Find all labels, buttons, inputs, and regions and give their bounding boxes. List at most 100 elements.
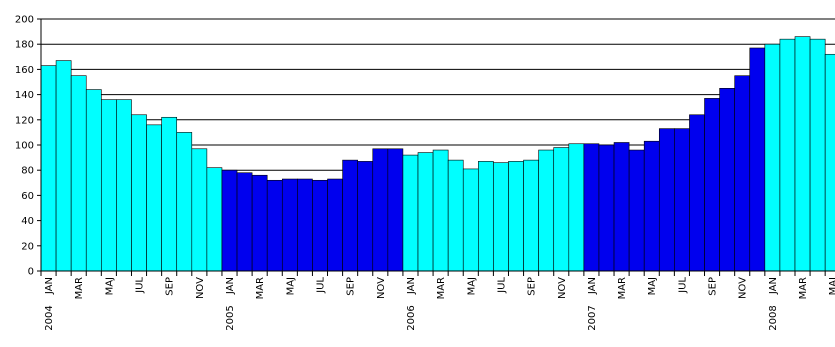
bar [583, 143, 600, 272]
bar [719, 88, 735, 272]
bar [387, 148, 404, 272]
x-tick-label: MAR [436, 277, 447, 299]
bar [251, 174, 268, 272]
y-tick-label: 160 [15, 65, 34, 76]
bar [508, 161, 524, 272]
x-tick-label: SEP [708, 277, 719, 296]
bar [749, 47, 766, 272]
y-tick-label: 0 [28, 267, 34, 278]
bar [734, 75, 751, 272]
x-tick-label: MAR [617, 277, 628, 299]
bar [432, 149, 449, 272]
bar [568, 143, 585, 272]
bar [116, 99, 132, 272]
bar [824, 53, 835, 272]
x-tick-label: JAN [768, 277, 779, 295]
x-tick-label: JUL [315, 277, 326, 294]
x-tick-label: MAR [74, 277, 85, 299]
bar [40, 65, 57, 272]
year-label: 2008 [768, 305, 779, 330]
bar [523, 159, 539, 272]
bar [342, 159, 358, 272]
y-axis-ticks: 0 20 40 60 80 100 120 140 160 180 200 [15, 15, 41, 278]
x-tick-label: JUL [677, 277, 688, 294]
year-label: 2006 [406, 305, 417, 330]
bar [70, 75, 87, 272]
y-tick-label: 20 [21, 241, 34, 252]
x-tick-label: MAJ [466, 277, 477, 295]
year-label: 2007 [587, 305, 598, 330]
bar [704, 98, 720, 272]
bar [101, 99, 117, 272]
bar [206, 167, 223, 272]
bar [794, 36, 811, 272]
bar [779, 38, 796, 272]
y-tick-label: 200 [15, 15, 34, 26]
bar [266, 179, 283, 272]
x-tick-label: JAN [587, 277, 598, 295]
bar [689, 114, 705, 272]
bar [176, 132, 193, 272]
x-tick-label: JUL [496, 277, 507, 294]
x-tick-label: MAJ [104, 277, 115, 295]
bar [478, 161, 494, 272]
bar [236, 172, 253, 272]
bar [402, 154, 419, 272]
y-tick-label: 120 [15, 115, 34, 126]
bar [643, 140, 660, 272]
x-tick-label: MAR [255, 277, 266, 299]
bar [447, 159, 464, 272]
x-tick-label: JAN [406, 277, 417, 295]
x-tick-label: JAN [44, 277, 55, 295]
bar [221, 169, 238, 272]
bars [40, 36, 835, 272]
year-label: 2004 [44, 305, 55, 330]
x-tick-label: MAJ [828, 277, 835, 295]
x-tick-label: MAR [798, 277, 809, 299]
y-tick-label: 100 [15, 141, 34, 152]
x-tick-label: JUL [135, 277, 146, 294]
x-tick-label: NOV [376, 277, 387, 299]
bar [598, 144, 615, 272]
x-tick-label: NOV [195, 277, 206, 299]
y-tick-label: 180 [15, 40, 34, 51]
x-axis-ticks: JAN 2004 MAR MAJ JUL SEP NOV JAN 2005 MAR MAJ JUL SE… [40, 271, 835, 331]
bar [658, 128, 675, 272]
bar [161, 116, 178, 272]
x-tick-label: SEP [346, 277, 357, 296]
x-tick-label: MAJ [285, 277, 296, 295]
bar [131, 114, 147, 272]
bar [553, 147, 570, 272]
bar [146, 124, 162, 272]
x-tick-label: NOV [738, 277, 749, 299]
bar [372, 148, 389, 272]
bar [357, 161, 374, 272]
bar [628, 149, 645, 272]
year-label: 2005 [225, 305, 236, 330]
bar [55, 60, 72, 272]
bar [312, 179, 328, 272]
bar [764, 43, 781, 272]
bar [613, 142, 630, 272]
bar [674, 128, 690, 272]
bar [191, 148, 208, 272]
bar [281, 178, 298, 272]
x-tick-label: NOV [557, 277, 568, 299]
bar [493, 162, 509, 272]
bar [417, 152, 434, 272]
bar [809, 38, 826, 272]
bar [462, 168, 479, 272]
bar [538, 149, 555, 272]
bar [85, 89, 102, 272]
y-tick-label: 140 [15, 90, 34, 101]
bar [297, 178, 313, 272]
x-tick-label: SEP [527, 277, 538, 296]
x-tick-label: MAJ [647, 277, 658, 295]
x-tick-label: SEP [165, 277, 176, 296]
y-tick-label: 40 [21, 216, 34, 227]
y-tick-label: 60 [21, 191, 34, 202]
y-tick-label: 80 [21, 166, 34, 177]
bar [327, 178, 343, 272]
x-tick-label: JAN [225, 277, 236, 295]
